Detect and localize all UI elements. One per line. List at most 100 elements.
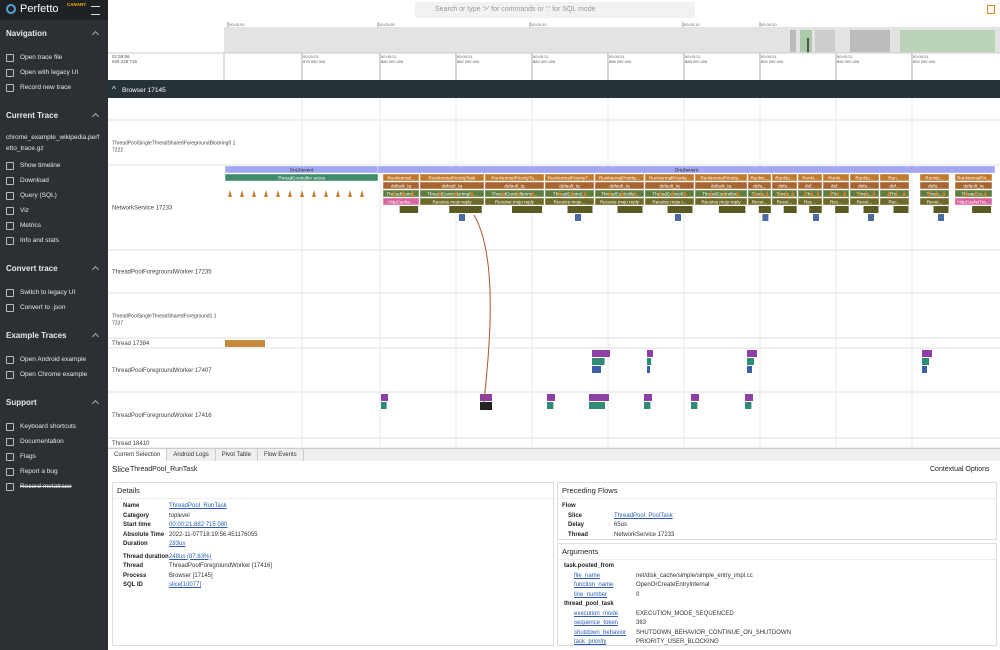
slice — [758, 206, 771, 213]
detail-value[interactable]: 00:00:21.882 715 080 — [169, 522, 228, 528]
flow-marker — [934, 190, 939, 197]
overview-activity — [850, 30, 890, 52]
flow-marker — [784, 190, 789, 197]
sidebar-item[interactable]: Open with legacy UI — [0, 65, 108, 80]
arg-row: function_name OpenOrCreateEntryInternal — [558, 581, 996, 591]
slice-label: Slice — [112, 465, 130, 474]
sidebar-section: Support Keyboard shortcuts Documentation Fl… — [0, 387, 108, 499]
slice — [644, 181, 695, 190]
sidebar-section: Example Traces Open Android example Open C… — [0, 320, 108, 387]
section-title[interactable]: Current Trace — [0, 108, 108, 124]
panel-tab[interactable]: Android Logs — [167, 449, 216, 461]
search-box[interactable]: Search or type '>' for commands or ':' f… — [415, 2, 695, 18]
flow-marker — [983, 190, 988, 197]
slice-label: default_tq — [963, 183, 984, 188]
slice-label: RunNormalPriorityT... — [548, 175, 592, 180]
sidebar-item[interactable]: Report a bug — [0, 464, 108, 479]
slice — [922, 366, 927, 373]
arg-key[interactable]: file_name — [574, 572, 601, 579]
flow-row: Thread NetworkService 17233 — [558, 531, 996, 541]
slice — [919, 181, 950, 190]
slice-label: RunNormalPri... — [957, 175, 990, 180]
menu-button[interactable] — [91, 6, 100, 15]
section-title[interactable]: Example Traces — [0, 328, 108, 344]
flow-value[interactable]: ThreadPool_PostTask — [614, 512, 673, 519]
selected-slice — [480, 402, 492, 410]
sidebar-item[interactable]: Viz — [0, 203, 108, 218]
sidebar-item[interactable]: Convert to .json — [0, 300, 108, 315]
slice — [667, 206, 693, 213]
sidebar-item[interactable]: Switch to legacy UI — [0, 285, 108, 300]
detail-key: Thread duration — [123, 553, 169, 560]
flow-marker — [809, 190, 814, 197]
slice-label: Threa... — [857, 191, 873, 196]
overview-activity — [800, 30, 812, 52]
detail-row: SQL ID slice[10077] — [113, 581, 553, 591]
sidebar-item[interactable]: Show timeline — [0, 158, 108, 173]
flow-row: Delay 65us — [558, 521, 996, 531]
detail-value[interactable]: ThreadPool_RunTask — [169, 503, 227, 509]
arg-key[interactable]: task_priority — [574, 639, 607, 645]
slice — [747, 358, 754, 365]
slice — [381, 402, 387, 409]
slice — [647, 366, 650, 373]
arg-key[interactable]: execution_mode — [574, 610, 619, 617]
detail-value[interactable]: 283us — [169, 541, 186, 547]
flow-marker — [722, 190, 727, 197]
panel-tab[interactable]: Flow Events — [258, 449, 304, 461]
overview-activity — [815, 30, 835, 52]
sidebar-item[interactable]: Download — [0, 173, 108, 188]
ruler-tick-label: 884 000 000 — [533, 59, 556, 64]
sidebar-item[interactable]: Record new trace — [0, 80, 108, 95]
details-title: Details — [113, 483, 553, 499]
sidebar-item[interactable]: Open Android example — [0, 352, 108, 367]
sidebar-item[interactable]: Keyboard shortcuts — [0, 419, 108, 434]
ruler-tick-label: 00:00:21 — [457, 54, 473, 59]
contextual-options[interactable]: Contextual Options — [930, 466, 990, 473]
slice-label: Threa... — [752, 191, 768, 196]
arg-key[interactable]: sequence_token — [574, 620, 619, 626]
ruler-tick-label: 00:00:21 — [837, 54, 853, 59]
slice — [419, 197, 485, 206]
sidebar-item[interactable]: Open trace file — [0, 50, 108, 65]
panel-tab[interactable]: Current Selection — [108, 449, 168, 461]
section-title[interactable]: Navigation — [0, 26, 108, 42]
panel-tab[interactable]: Pivot Table — [216, 449, 258, 461]
slice — [762, 214, 769, 221]
flow-marker — [777, 190, 782, 197]
sidebar-item[interactable]: Query (SQL) — [0, 188, 108, 203]
feedback-button[interactable] — [987, 5, 995, 14]
sidebar-item[interactable]: Open Chrome example — [0, 367, 108, 382]
arg-value: OpenOrCreateEntryInternal — [636, 582, 710, 588]
sidebar-item[interactable]: Documentation — [0, 434, 108, 449]
section-title[interactable]: Support — [0, 395, 108, 411]
slice — [594, 189, 645, 198]
slice — [544, 197, 595, 206]
sidebar-sections: Navigation Open trace file Open with legac… — [0, 18, 108, 499]
flow-marker — [570, 190, 575, 197]
ruler-tick-label: 882 000 000 — [457, 59, 480, 64]
sidebar-item[interactable]: Flags — [0, 449, 108, 464]
arg-group-name: thread_pool_task — [564, 601, 614, 607]
track-name: ThreadPoolForegroundWorker 17407 — [112, 368, 212, 374]
detail-value[interactable]: slice[10077] — [169, 582, 202, 588]
slice-label: Recei... — [927, 199, 943, 204]
section-title[interactable]: Convert trace — [0, 261, 108, 277]
ruler-tick-label: 00:00:21 — [381, 54, 397, 59]
ruler-tick-label: 880 000 000 — [381, 59, 404, 64]
flow-marker — [348, 190, 352, 197]
sidebar-item[interactable]: Info and stats — [0, 233, 108, 248]
overview-activity — [790, 30, 796, 52]
detail-value[interactable]: 248us (87.63%) — [169, 553, 212, 560]
arg-key[interactable]: shutdown_behavior — [574, 629, 627, 636]
slice-label: RunNormalPriorityTa... — [491, 175, 537, 180]
slice-label: RunNormalPriority... — [649, 175, 690, 180]
flow-marker — [437, 190, 442, 197]
slice — [544, 189, 595, 198]
sidebar-item[interactable]: Metrics — [0, 218, 108, 233]
flow-marker — [360, 190, 364, 197]
detail-row: Thread ThreadPoolForegroundWorker [17416] — [113, 562, 553, 572]
sidebar-item[interactable]: Record metatrace — [0, 479, 108, 494]
arg-key[interactable]: line_number — [574, 591, 608, 598]
arg-key[interactable]: function_name — [574, 582, 614, 588]
